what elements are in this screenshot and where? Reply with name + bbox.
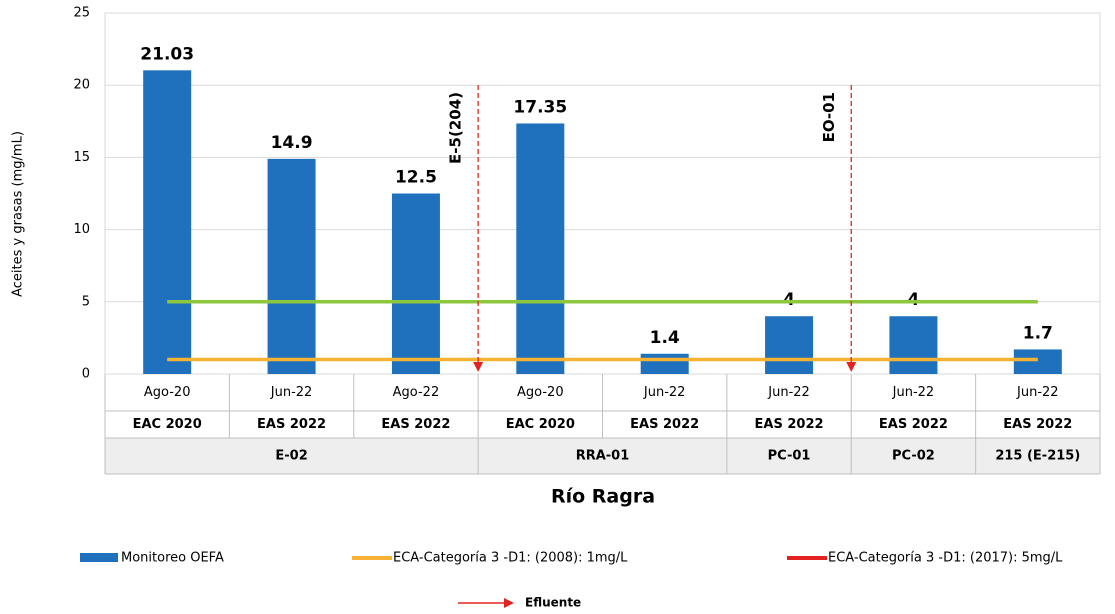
x-tick-label: Ago-20 [517, 385, 564, 400]
y-tick-label: 15 [73, 150, 90, 165]
campaign-label: EAS 2022 [755, 417, 824, 432]
bar [516, 123, 565, 374]
data-label: 21.03 [140, 44, 194, 64]
bar [143, 70, 192, 375]
legend-label: Efluente [525, 596, 581, 610]
campaign-label: EAS 2022 [630, 417, 699, 432]
group-label: E-02 [275, 449, 307, 464]
x-tick-label: Jun-22 [270, 385, 313, 400]
x-tick-label: Jun-22 [643, 385, 686, 400]
x-tick-label: Jun-22 [767, 385, 810, 400]
data-label: 12.5 [395, 168, 437, 188]
annotation: EO-01 [820, 92, 838, 142]
campaign-label: EAS 2022 [879, 417, 948, 432]
x-tick-label: Ago-22 [393, 385, 440, 400]
campaign-label: EAC 2020 [506, 417, 575, 432]
legend-label: ECA-Categoría 3 -D1: (2017): 5mg/L [828, 551, 1063, 566]
group-label: 215 (E-215) [995, 449, 1080, 464]
group-label: PC-02 [892, 449, 935, 464]
data-label: 17.35 [513, 97, 567, 117]
data-label: 1.4 [650, 328, 680, 348]
bar [640, 353, 689, 374]
group-label: RRA-01 [576, 449, 630, 464]
campaign-label: EAS 2022 [381, 417, 450, 432]
campaign-label: EAC 2020 [133, 417, 202, 432]
bar [765, 316, 814, 374]
bar [267, 158, 316, 374]
x-tick-label: Jun-22 [1016, 385, 1059, 400]
x-tick-label: Jun-22 [892, 385, 935, 400]
y-tick-label: 20 [73, 78, 90, 93]
plot-frame [104, 12, 1101, 375]
x-tick-label: Ago-20 [144, 385, 191, 400]
y-axis-label: Aceites y grasas (mg/mL) [11, 131, 26, 297]
group-row-bg [105, 438, 1100, 474]
y-tick-label: 25 [73, 6, 90, 21]
x-axis-label: Río Ragra [551, 486, 655, 508]
data-label: 14.9 [271, 133, 313, 153]
campaign-label: EAS 2022 [1003, 417, 1072, 432]
bar [391, 193, 440, 374]
bar [889, 316, 938, 374]
campaign-label: EAS 2022 [257, 417, 326, 432]
y-tick-label: 5 [82, 294, 90, 309]
y-tick-label: 0 [82, 367, 90, 382]
data-label: 1.7 [1023, 323, 1053, 343]
y-tick-label: 10 [73, 222, 90, 237]
bar [1013, 349, 1062, 374]
legend-swatch [80, 553, 118, 562]
legend-label: ECA-Categoría 3 -D1: (2008): 1mg/L [393, 551, 628, 566]
annotation: E-5(204) [447, 92, 465, 164]
legend-label: Monitoreo OEFA [121, 551, 224, 566]
group-label: PC-01 [768, 449, 811, 464]
